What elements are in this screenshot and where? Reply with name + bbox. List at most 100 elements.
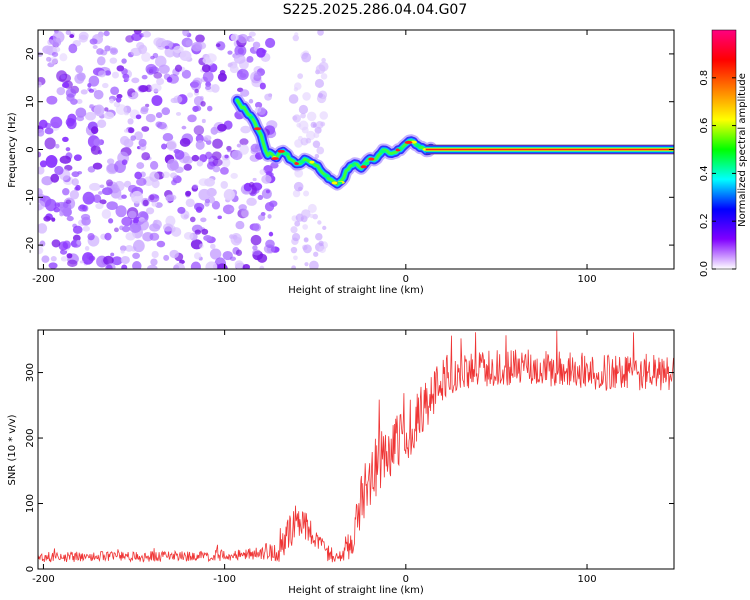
noise-blob [113, 227, 119, 233]
noise-blob [50, 116, 63, 129]
noise-blob [256, 253, 268, 263]
colorbar-tick-label: 0.4 [699, 165, 710, 181]
noise-blob [115, 104, 128, 115]
noise-blob [261, 174, 272, 184]
noise-blob [145, 113, 156, 123]
y-tick-label: 0 [25, 146, 36, 152]
noise-blob [133, 239, 145, 253]
ridge-hotspot [331, 181, 338, 185]
noise-blob [293, 255, 298, 261]
noise-blob [293, 82, 302, 90]
noise-blob [58, 241, 69, 251]
noise-blob [259, 169, 266, 175]
noise-blob [182, 155, 194, 165]
noise-blob [145, 207, 155, 215]
noise-blob [302, 92, 311, 101]
noise-blob [259, 265, 265, 269]
spectrogram-ridge [230, 93, 438, 191]
noise-blob [121, 68, 128, 75]
noise-blob [51, 51, 59, 57]
noise-blob [234, 260, 244, 269]
noise-blob [306, 111, 317, 122]
noise-blob [201, 64, 211, 73]
noise-blob [310, 121, 317, 128]
noise-blob [38, 188, 43, 197]
noise-blob [151, 201, 158, 207]
noise-blob [87, 232, 95, 241]
noise-blob [66, 253, 73, 259]
noise-blob [72, 225, 83, 234]
noise-blob [206, 187, 217, 197]
noise-blob [316, 146, 325, 155]
snr-x-label: Height of straight line (km) [288, 585, 424, 596]
noise-blob [248, 31, 256, 37]
noise-blob [121, 159, 128, 166]
noise-blob [93, 89, 104, 100]
noise-blob [298, 104, 309, 115]
noise-blob [209, 248, 222, 260]
noise-blob [38, 223, 48, 234]
colorbar-ticks: 0.0 0.2 0.4 0.6 0.8 [699, 70, 736, 277]
noise-blob [104, 107, 109, 112]
noise-blob [312, 140, 321, 148]
noise-blob [173, 262, 185, 269]
noise-blob [239, 138, 249, 146]
noise-blob [317, 220, 322, 225]
snr-y-label: SNR (10 * v/v) [7, 414, 18, 485]
noise-blob [181, 69, 192, 79]
noise-blob [294, 220, 301, 227]
noise-blob [93, 194, 102, 203]
noise-blob [292, 34, 299, 42]
noise-blob [236, 143, 242, 148]
colorbar-tick-label: 0.0 [699, 261, 710, 277]
noise-blob [322, 225, 327, 231]
noise-blob [62, 136, 69, 142]
noise-blob [92, 162, 103, 170]
noise-blob [106, 158, 115, 165]
noise-blob [110, 252, 115, 257]
noise-blob [103, 255, 114, 266]
noise-blob [123, 180, 132, 188]
noise-blob [131, 33, 142, 42]
noise-blob [229, 256, 237, 261]
noise-blob [82, 191, 95, 205]
noise-blob [59, 53, 68, 62]
noise-blob [267, 214, 272, 219]
noise-blob [127, 210, 137, 219]
noise-blob [130, 135, 137, 141]
noise-blob [169, 249, 179, 259]
noise-blob [252, 41, 261, 49]
x-tick-label: 100 [577, 574, 596, 585]
noise-blob [49, 57, 59, 65]
noise-blob [207, 105, 213, 112]
noise-blob [59, 201, 72, 213]
noise-blob [39, 240, 46, 247]
noise-blob [291, 265, 296, 269]
snr-panel: -200 -100 0 100 0 100 200 300 Height of straigh… [7, 329, 675, 596]
noise-blob [156, 240, 166, 248]
noise-blob [304, 262, 309, 267]
noise-blob [256, 47, 266, 58]
noise-blob [105, 264, 113, 269]
noise-blob [183, 232, 194, 240]
noise-blob [89, 38, 98, 45]
noise-blob [164, 45, 170, 50]
noise-blob [38, 128, 45, 137]
noise-blob [252, 223, 262, 232]
noise-blob [127, 118, 134, 125]
noise-blob [317, 30, 324, 36]
noise-blob [82, 204, 89, 212]
x-tick-label: -100 [213, 274, 236, 285]
noise-blob [205, 261, 218, 269]
noise-blob [98, 70, 107, 78]
noise-blob [149, 194, 155, 201]
noise-blob [265, 239, 275, 249]
y-tick-label: -10 [25, 189, 36, 205]
noise-blob [161, 107, 171, 116]
noise-blob [235, 220, 245, 230]
noise-blob [292, 114, 302, 123]
noise-blob [90, 126, 99, 134]
noise-blob [248, 98, 254, 104]
noise-blob [171, 179, 177, 186]
noise-blob [300, 112, 306, 119]
